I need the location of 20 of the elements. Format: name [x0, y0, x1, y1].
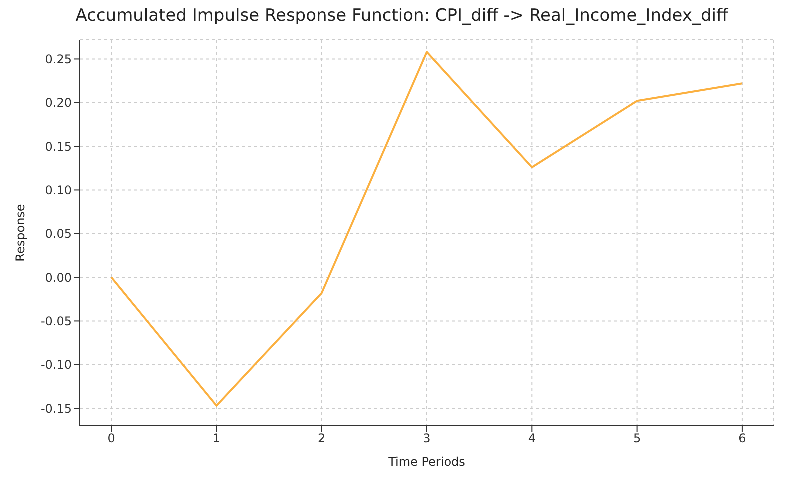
y-tick-label: 0.10: [45, 183, 72, 198]
y-axis-title: Response: [13, 204, 28, 262]
x-tick-label: 1: [212, 432, 221, 446]
x-tick-label: 2: [318, 432, 326, 446]
line-series: [110, 51, 744, 407]
y-tick-label: 0.20: [45, 96, 72, 110]
x-tick-label: 6: [738, 432, 746, 446]
x-tick-label: 3: [423, 432, 431, 446]
x-tick-label: 0: [108, 432, 116, 446]
y-tick-label: -0.15: [40, 402, 72, 416]
y-tick-label: -0.05: [40, 314, 72, 328]
y-tick-label: 0.25: [45, 52, 72, 66]
y-tick-label: -0.10: [40, 358, 72, 372]
x-tick-label: 4: [528, 432, 536, 446]
chart-title: Accumulated Impulse Response Function: CPI_diff -> Real_Income_Index_diff: [74, 6, 730, 26]
y-tick-label: 0.05: [45, 227, 72, 242]
x-tick-label: 5: [633, 432, 642, 446]
y-tick-label: 0.00: [45, 270, 72, 285]
x-axis-title: Time Periods: [388, 455, 466, 469]
y-tick-label: 0.15: [45, 140, 72, 154]
